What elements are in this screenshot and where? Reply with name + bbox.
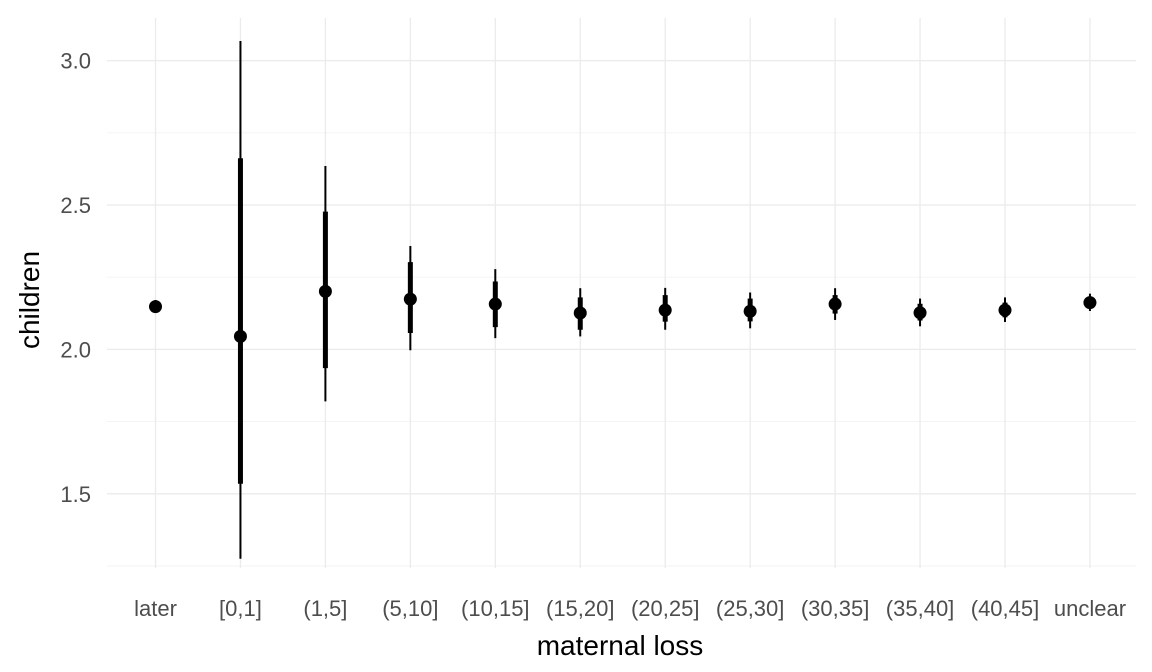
y-tick-label: 2.5: [60, 193, 91, 218]
point-estimate: [233, 329, 247, 343]
x-tick-label: unclear: [1054, 596, 1126, 621]
x-tick-label: (15,20]: [546, 596, 615, 621]
point-estimate: [743, 304, 757, 318]
point-estimate: [913, 306, 927, 320]
data-marks: [149, 40, 1097, 559]
x-tick-label: later: [134, 596, 177, 621]
point-estimate: [318, 284, 332, 298]
point-estimate: [998, 303, 1012, 317]
x-tick-label: (35,40]: [886, 596, 955, 621]
point-estimate: [573, 306, 587, 320]
x-tick-label: (25,30]: [716, 596, 785, 621]
y-tick-label: 2.0: [60, 337, 91, 362]
point-estimate: [488, 297, 502, 311]
x-tick-label: (1,5]: [303, 596, 347, 621]
x-tick-label: (10,15]: [461, 596, 530, 621]
point-estimate: [828, 297, 842, 311]
point-estimate: [1083, 296, 1097, 310]
point-estimate: [658, 303, 672, 317]
y-axis-title: children: [14, 251, 45, 349]
x-tick-label: (30,35]: [801, 596, 870, 621]
point-estimate: [149, 300, 162, 314]
y-tick-label: 1.5: [60, 482, 91, 507]
x-tick-label: (40,45]: [971, 596, 1040, 621]
tick-labels: 1.5 2.0 2.5 3.0 later [0,1] (1,5] (5,10] (10,15]…: [60, 49, 1126, 621]
y-tick-label: 3.0: [60, 49, 91, 74]
grid: [107, 18, 1136, 568]
x-tick-label: (20,25]: [631, 596, 700, 621]
x-tick-label: (5,10]: [382, 596, 438, 621]
point-estimate: [403, 292, 417, 306]
x-tick-label: [0,1]: [219, 596, 262, 621]
x-axis-title: maternal loss: [537, 630, 704, 661]
